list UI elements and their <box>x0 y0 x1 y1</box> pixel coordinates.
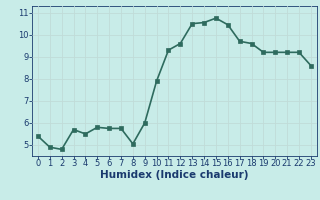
X-axis label: Humidex (Indice chaleur): Humidex (Indice chaleur) <box>100 170 249 180</box>
